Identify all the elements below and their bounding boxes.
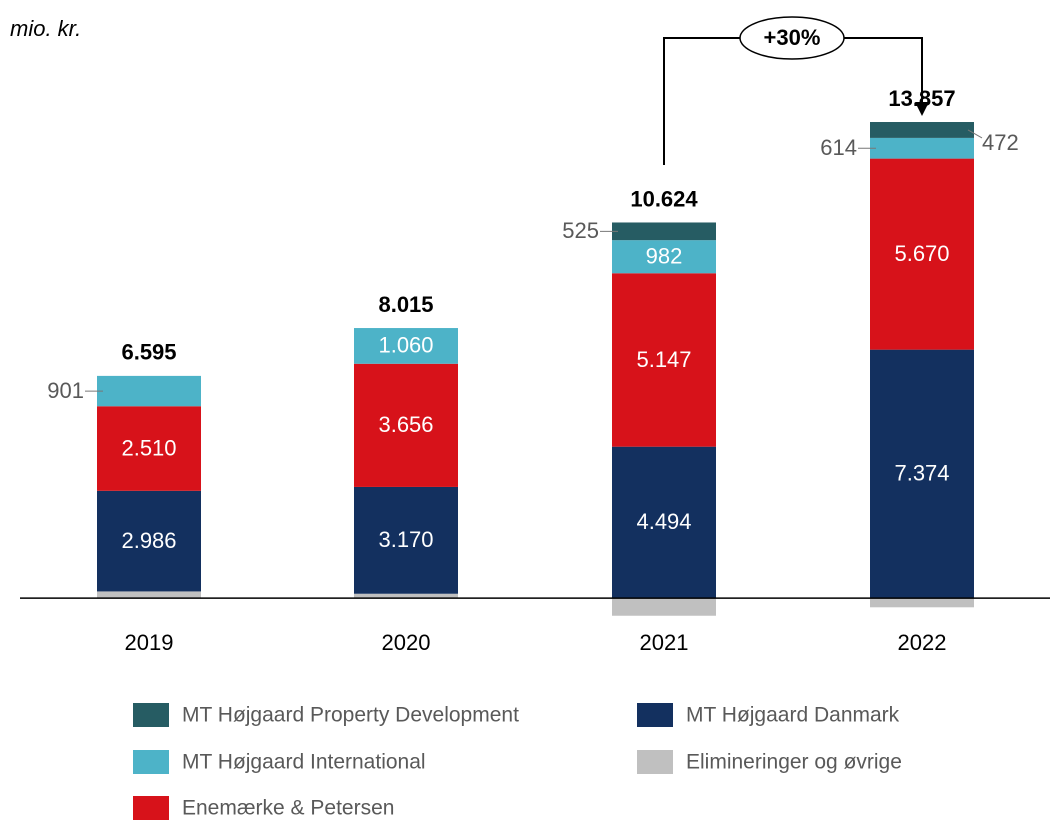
value-label: 2.986 bbox=[121, 528, 176, 553]
total-label: 6.595 bbox=[121, 340, 176, 365]
bar-segment bbox=[97, 375, 201, 407]
value-label: 1.060 bbox=[378, 333, 433, 358]
value-label: 614 bbox=[820, 135, 857, 160]
annotation-line bbox=[844, 37, 923, 104]
bar-segment bbox=[354, 486, 458, 594]
bar-segment bbox=[870, 158, 974, 350]
legend-label: MT Højgaard Danmark bbox=[686, 704, 900, 727]
bar-segment bbox=[870, 598, 974, 608]
x-tick-label: 2022 bbox=[898, 630, 947, 655]
legend-label: MT Højgaard Property Development bbox=[182, 704, 519, 727]
bar-segment bbox=[97, 406, 201, 491]
value-label: 472 bbox=[982, 130, 1019, 155]
value-label: 525 bbox=[562, 218, 599, 243]
annotation-ellipse bbox=[739, 16, 845, 60]
annotation-text: +30% bbox=[764, 25, 821, 50]
bar-segment bbox=[354, 363, 458, 487]
value-label: 2.510 bbox=[121, 435, 176, 460]
value-label: 3.656 bbox=[378, 412, 433, 437]
total-label: 8.015 bbox=[378, 292, 433, 317]
value-label: 901 bbox=[47, 378, 84, 403]
legend-swatch bbox=[133, 796, 169, 820]
bar-segment bbox=[612, 598, 716, 616]
value-label: 5.147 bbox=[636, 347, 691, 372]
legend: MT Højgaard Property Development MT Højga… bbox=[133, 703, 902, 820]
x-tick-label: 2020 bbox=[382, 630, 431, 655]
bar-segment bbox=[354, 328, 458, 364]
bar-segment bbox=[97, 490, 201, 592]
legend-label: Enemærke & Petersen bbox=[182, 797, 394, 820]
bar-segment bbox=[870, 122, 974, 138]
bar-segment bbox=[612, 446, 716, 599]
leader-line bbox=[967, 129, 983, 139]
bar-segment bbox=[612, 240, 716, 274]
growth-annotation: +30% bbox=[663, 16, 929, 165]
x-tick-label: 2021 bbox=[640, 630, 689, 655]
bar-segment bbox=[97, 591, 201, 599]
value-label: 982 bbox=[646, 244, 683, 269]
legend-swatch bbox=[637, 750, 673, 774]
bar-segment bbox=[612, 222, 716, 241]
value-label: 4.494 bbox=[636, 509, 691, 534]
bar-segment bbox=[870, 349, 974, 599]
legend-swatch bbox=[637, 703, 673, 727]
annotation-line bbox=[663, 37, 740, 165]
value-label: 5.670 bbox=[894, 241, 949, 266]
legend-label: MT Højgaard International bbox=[182, 751, 426, 774]
legend-label: Elimineringer og øvrige bbox=[686, 751, 902, 774]
bar-segment bbox=[354, 593, 458, 599]
total-label: 13.857 bbox=[888, 86, 955, 111]
bar-segment bbox=[870, 137, 974, 159]
legend-swatch bbox=[133, 750, 169, 774]
value-label: 7.374 bbox=[894, 461, 949, 486]
value-label: 3.170 bbox=[378, 527, 433, 552]
legend-swatch bbox=[133, 703, 169, 727]
annotation-arrowhead bbox=[915, 102, 929, 116]
bar-segment bbox=[612, 273, 716, 447]
total-label: 10.624 bbox=[630, 186, 698, 211]
x-tick-label: 2019 bbox=[125, 630, 174, 655]
unit-label: mio. kr. bbox=[10, 16, 81, 41]
